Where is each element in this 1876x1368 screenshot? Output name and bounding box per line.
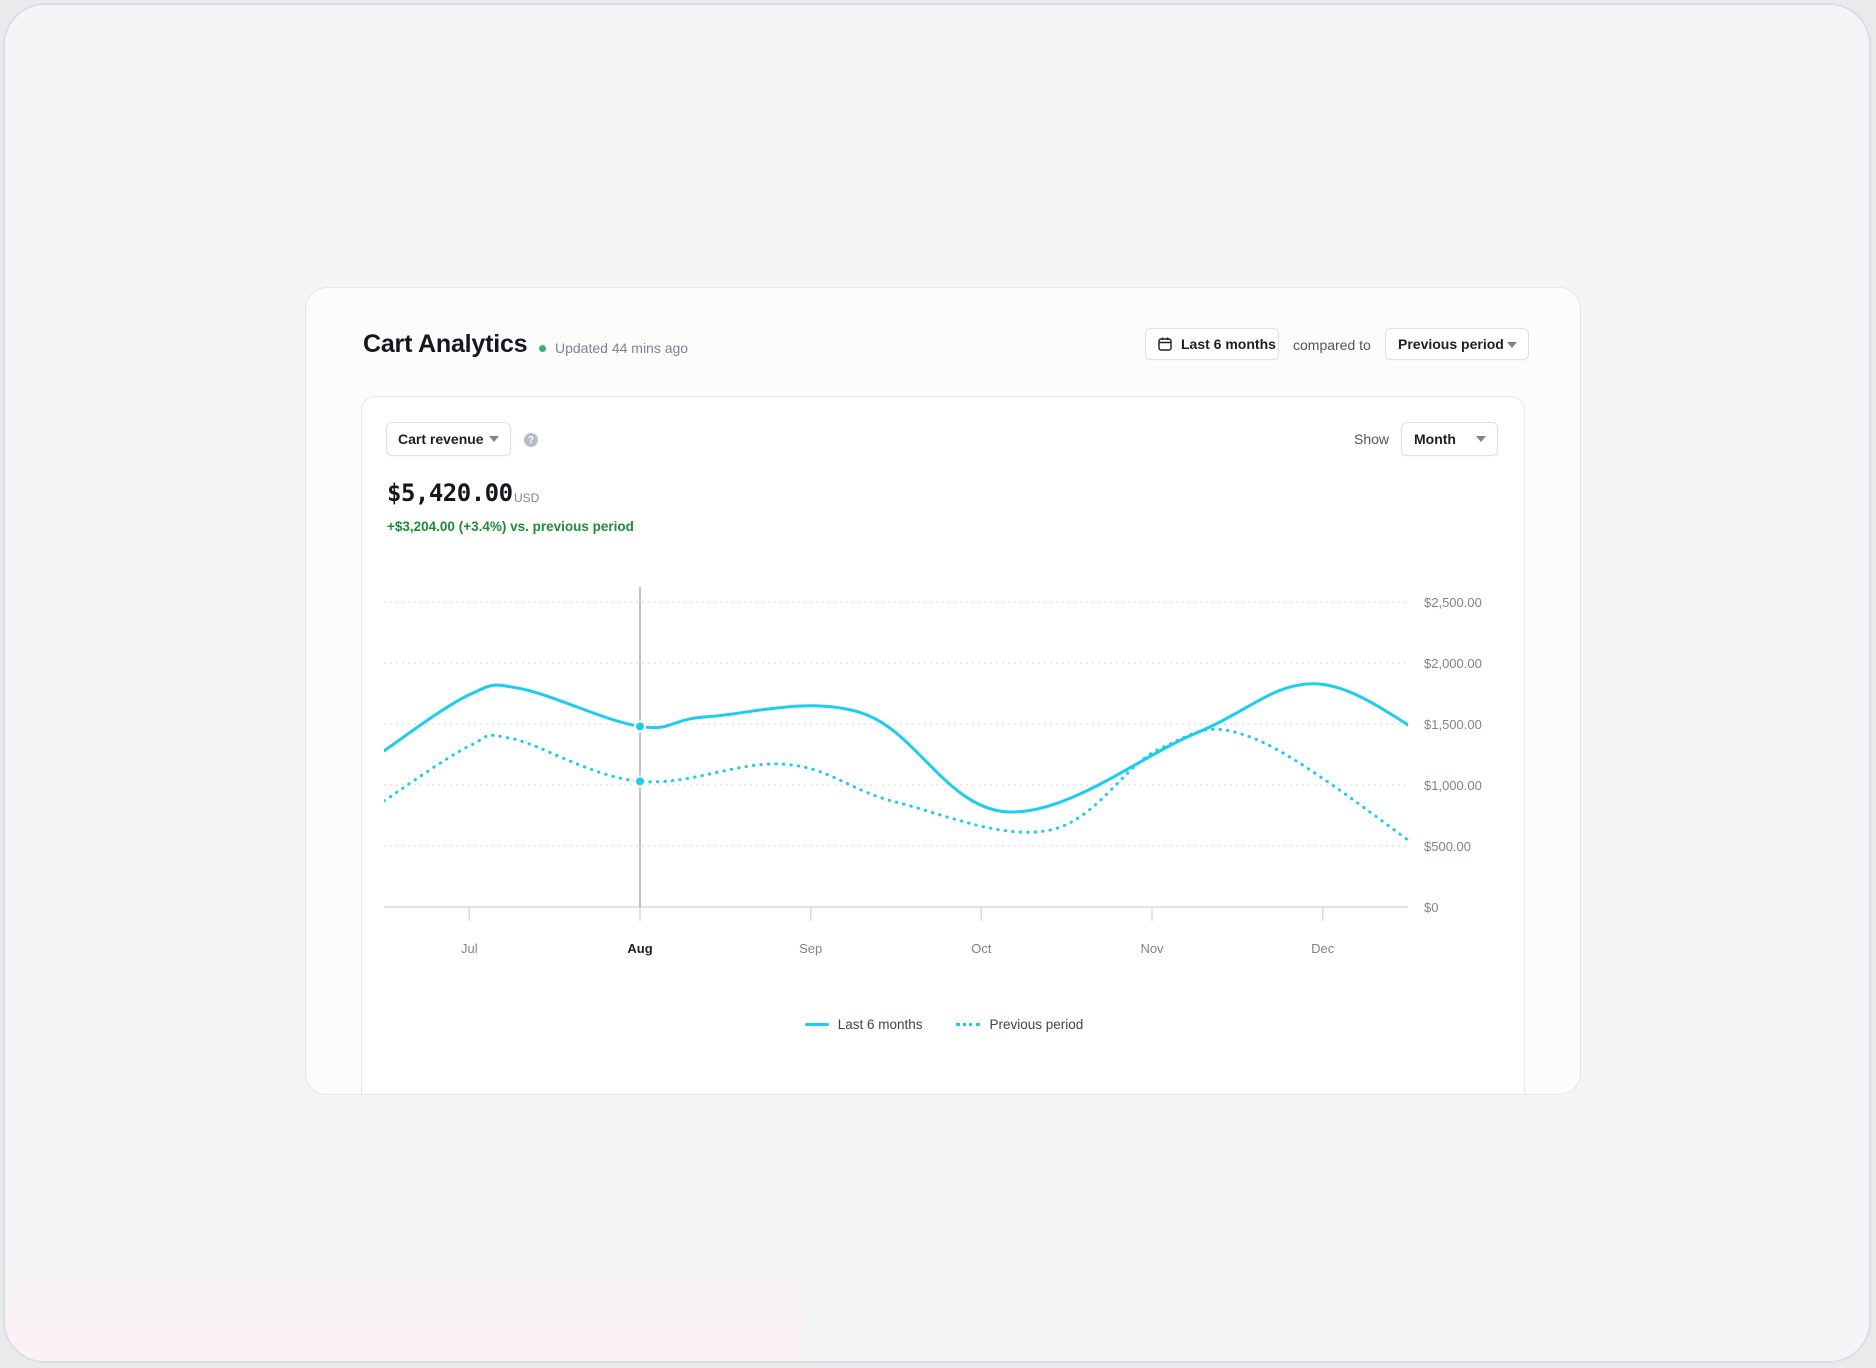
status-dot-icon	[539, 344, 546, 352]
calendar-icon	[1158, 337, 1172, 351]
legend-item-previous-period[interactable]: Previous period	[956, 1017, 1083, 1032]
legend-dotted-swatch	[956, 1023, 981, 1026]
analytics-card: Cart Analytics Updated 44 mins ago Last …	[305, 287, 1581, 1095]
last-6-months-hover-point	[634, 720, 646, 733]
chevron-down-icon	[1507, 342, 1517, 348]
revenue-line-chart[interactable]: $0 $500.00 $1,000.00 $1,500.00 $2,000.00 $2,5…	[362, 397, 1526, 1095]
y-tick-label: $0	[1424, 900, 1438, 915]
metric-select[interactable]: Cart revenue	[386, 422, 511, 456]
legend-solid-swatch	[804, 1023, 829, 1026]
last-6-months-line	[384, 682, 1408, 814]
x-tick-label: Dec	[1311, 941, 1335, 956]
page-title: Cart Analytics	[363, 330, 528, 358]
legend-label: Last 6 months	[837, 1017, 923, 1032]
total-value: $5,420.00	[387, 479, 513, 507]
x-tick-label: Nov	[1140, 941, 1164, 956]
compare-period-select[interactable]: Previous period	[1385, 328, 1529, 360]
update-status-text: Updated 44 mins ago	[555, 340, 689, 356]
app-frame: Cart Analytics Updated 44 mins ago Last …	[3, 3, 1871, 1363]
chevron-down-icon	[489, 436, 499, 442]
compared-to-label: compared to	[1293, 337, 1371, 353]
previous-period-hover-point	[634, 775, 646, 788]
show-label: Show	[1354, 431, 1390, 447]
y-tick-label: $2,500.00	[1424, 595, 1482, 610]
chart-legend: Last 6 months Previous period	[362, 1017, 1526, 1032]
help-circle-icon[interactable]: ?	[524, 433, 538, 447]
chevron-down-icon	[1476, 436, 1486, 442]
update-status: Updated 44 mins ago	[539, 340, 688, 356]
background-tint	[5, 1225, 805, 1361]
x-tick-label: Jul	[461, 941, 478, 956]
granularity-select[interactable]: Month	[1401, 422, 1498, 456]
date-range-button[interactable]: Last 6 months	[1145, 328, 1279, 360]
chart-panel: Cart revenue ? Show Month $5,420.00 USD …	[361, 396, 1526, 1095]
change-vs-previous: +$3,204.00 (+3.4%) vs. previous period	[387, 519, 634, 534]
legend-item-last-6-months[interactable]: Last 6 months	[804, 1017, 923, 1032]
y-tick-label: $1,500.00	[1424, 717, 1482, 732]
x-tick-label: Aug	[627, 941, 652, 956]
y-tick-label: $2,000.00	[1424, 656, 1482, 671]
y-tick-label: $1,000.00	[1424, 778, 1482, 793]
x-tick-label: Sep	[799, 941, 822, 956]
y-tick-label: $500.00	[1424, 839, 1471, 854]
metric-label: Cart revenue	[398, 431, 484, 447]
granularity-label: Month	[1414, 431, 1456, 447]
compare-period-label: Previous period	[1398, 336, 1504, 352]
currency-label: USD	[514, 491, 540, 505]
previous-period-line	[384, 727, 1408, 842]
x-tick-label: Oct	[971, 941, 992, 956]
legend-label: Previous period	[989, 1017, 1084, 1032]
date-range-label: Last 6 months	[1181, 336, 1276, 352]
